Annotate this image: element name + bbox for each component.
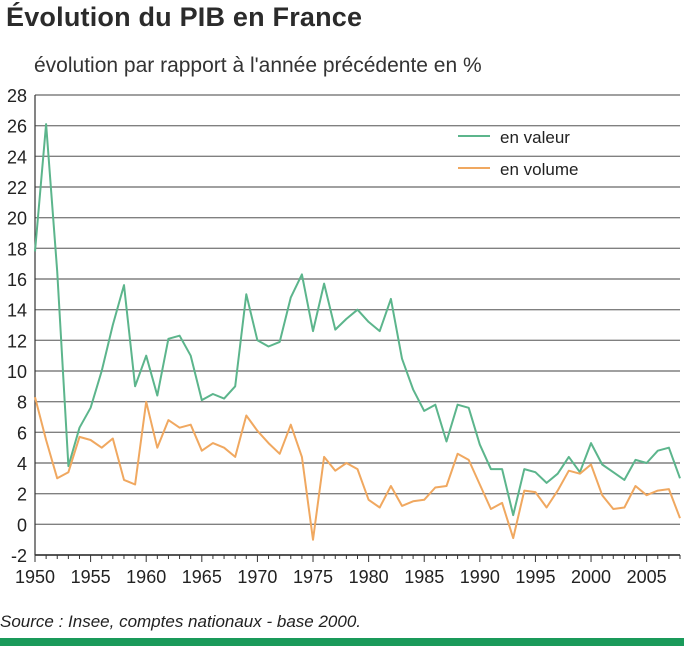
chart-title: Évolution du PIB en France: [6, 2, 363, 32]
y-tick-label: -2: [11, 546, 27, 566]
y-tick-label: 0: [17, 515, 27, 535]
y-tick-label: 18: [7, 239, 27, 259]
x-tick-label: 1995: [515, 567, 555, 587]
x-tick-label: 2000: [571, 567, 611, 587]
bottom-accent-bar: [0, 638, 684, 646]
y-tick-label: 22: [7, 178, 27, 198]
x-tick-label: 1985: [404, 567, 444, 587]
y-tick-label: 20: [7, 209, 27, 229]
y-tick-label: 10: [7, 362, 27, 382]
y-tick-label: 4: [17, 454, 27, 474]
x-tick-label: 1970: [237, 567, 277, 587]
y-tick-label: 12: [7, 331, 27, 351]
x-tick-label: 1955: [71, 567, 111, 587]
chart-subtitle: évolution par rapport à l'année précéden…: [34, 54, 482, 77]
x-tick-label: 1950: [15, 567, 55, 587]
y-tick-label: 26: [7, 117, 27, 137]
x-tick-label: 2005: [627, 567, 667, 587]
series-line-volume: [34, 396, 681, 541]
legend-label: en valeur: [500, 128, 570, 147]
y-tick-label: 14: [7, 301, 27, 321]
y-tick-label: 24: [7, 147, 27, 167]
y-tick-label: 2: [17, 485, 27, 505]
x-tick-label: 1965: [182, 567, 222, 587]
y-tick-label: 28: [7, 86, 27, 106]
x-tick-label: 1990: [460, 567, 500, 587]
x-tick-label: 1980: [349, 567, 389, 587]
y-tick-label: 8: [17, 393, 27, 413]
x-tick-label: 1975: [293, 567, 333, 587]
series-line-valeur: [34, 123, 681, 517]
source-note: Source : Insee, comptes nationaux - base…: [0, 612, 362, 631]
y-tick-label: 16: [7, 270, 27, 290]
x-tick-label: 1960: [126, 567, 166, 587]
legend-label: en volume: [500, 160, 578, 179]
y-tick-label: 6: [17, 423, 27, 443]
